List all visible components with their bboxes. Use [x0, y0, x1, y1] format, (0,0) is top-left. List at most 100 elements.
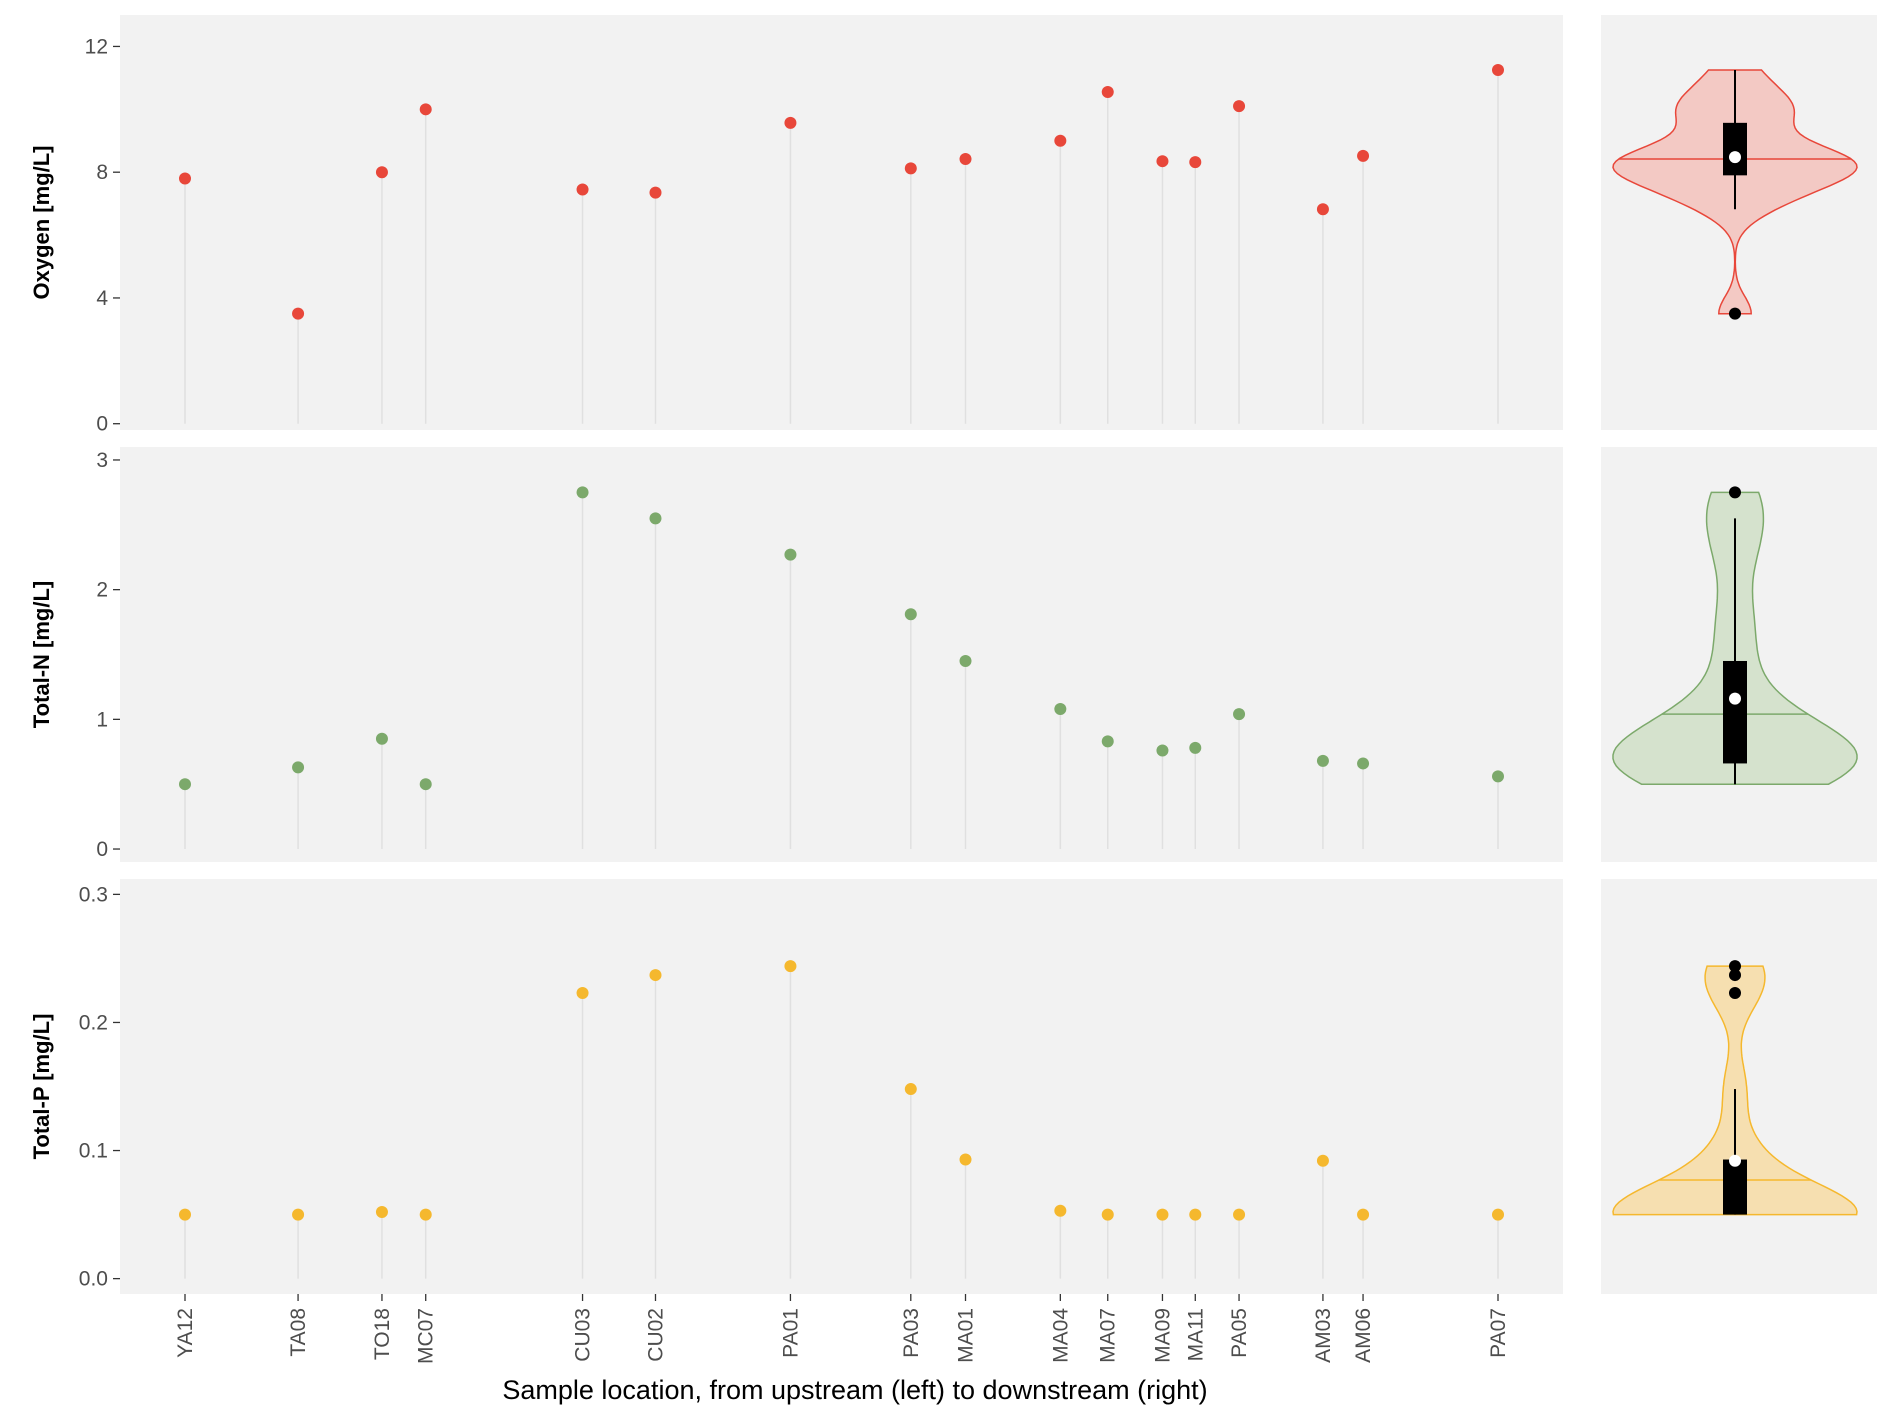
point-total-p-pa03 — [904, 1083, 917, 1096]
point-total-n-pa05 — [1233, 708, 1246, 721]
point-total-p-ma11 — [1189, 1208, 1202, 1221]
point-total-n-pa07 — [1492, 770, 1504, 783]
violin-panels — [1601, 15, 1877, 1294]
box-total-n — [1723, 660, 1747, 764]
panel-total-n — [120, 447, 1563, 862]
y-tick-label-total-n: 1 — [96, 708, 108, 731]
point-oxygen-ma11 — [1189, 156, 1202, 169]
x-tick-label-pa01: PA01 — [779, 1308, 802, 1358]
point-total-p-ma04 — [1054, 1204, 1067, 1217]
point-oxygen-am03 — [1316, 203, 1329, 216]
point-total-n-ya12 — [179, 778, 191, 791]
outlier-oxygen — [1729, 307, 1741, 320]
point-oxygen-to18 — [375, 166, 388, 179]
point-oxygen-ma01 — [959, 152, 972, 165]
y-tick-label-total-n: 0 — [96, 838, 108, 861]
y-axis-title-oxygen: Oxygen [mg/L] — [29, 145, 54, 299]
point-total-p-ma07 — [1101, 1208, 1114, 1221]
point-total-p-ya12 — [179, 1208, 191, 1221]
mean-point-total-p — [1729, 1154, 1741, 1167]
x-tick-label-pa05: PA05 — [1228, 1308, 1251, 1358]
mean-point-oxygen — [1729, 151, 1741, 164]
point-total-p-ma09 — [1156, 1208, 1169, 1221]
point-total-p-am03 — [1316, 1154, 1329, 1167]
outlier-total-n — [1729, 486, 1741, 499]
x-tick-label-pa03: PA03 — [900, 1308, 923, 1358]
point-total-p-ma01 — [959, 1153, 972, 1166]
point-oxygen-cu02 — [649, 186, 662, 199]
outlier-total-p — [1729, 986, 1741, 999]
point-oxygen-cu03 — [576, 183, 589, 196]
point-total-p-cu02 — [649, 969, 662, 982]
point-total-p-cu03 — [576, 986, 589, 999]
box-oxygen — [1723, 122, 1747, 176]
x-tick-label-mc07: MC07 — [415, 1308, 438, 1364]
point-total-n-ma11 — [1189, 741, 1202, 754]
x-tick-label-pa07: PA07 — [1487, 1308, 1510, 1358]
point-oxygen-ma04 — [1054, 134, 1067, 147]
y-axis-title-total-p: Total-P [mg/L] — [29, 1014, 54, 1160]
y-tick-label-oxygen: 8 — [96, 161, 108, 184]
point-total-p-pa01 — [784, 960, 797, 973]
point-total-p-to18 — [375, 1206, 388, 1219]
y-tick-label-oxygen: 12 — [85, 35, 108, 58]
point-total-p-pa07 — [1492, 1208, 1504, 1221]
point-total-p-am06 — [1357, 1208, 1370, 1221]
y-axis-title-total-n: Total-N [mg/L] — [29, 581, 54, 728]
point-total-n-ma07 — [1101, 735, 1114, 748]
point-total-n-cu03 — [576, 486, 589, 499]
point-oxygen-ya12 — [179, 172, 191, 185]
point-oxygen-ta08 — [292, 307, 305, 320]
point-total-n-ma09 — [1156, 744, 1169, 757]
x-axis: YA12 TA08 TO18 MC07 CU03 CU02 PA01 PA03 MA01 MA04… — [174, 1294, 1510, 1364]
point-total-n-pa03 — [904, 608, 917, 621]
x-tick-label-ma04: MA04 — [1049, 1308, 1072, 1363]
point-oxygen-mc07 — [419, 103, 432, 116]
y-tick-label-oxygen: 4 — [96, 287, 108, 310]
x-tick-label-am06: AM06 — [1352, 1308, 1375, 1363]
point-oxygen-ma09 — [1156, 155, 1169, 168]
point-total-n-am03 — [1316, 754, 1329, 767]
x-tick-label-ma11: MA11 — [1184, 1308, 1207, 1361]
outlier-total-p — [1729, 960, 1741, 973]
outlier-total-p — [1729, 969, 1741, 982]
x-tick-label-ma09: MA09 — [1151, 1308, 1174, 1363]
point-total-p-pa05 — [1233, 1208, 1246, 1221]
y-tick-label-oxygen: 0 — [96, 413, 108, 436]
x-tick-label-cu02: CU02 — [644, 1308, 667, 1362]
point-total-n-pa01 — [784, 548, 797, 561]
x-tick-label-to18: TO18 — [371, 1308, 394, 1360]
y-tick-label-total-n: 2 — [96, 579, 108, 602]
x-axis-title: Sample location, from upstream (left) to… — [502, 1375, 1207, 1405]
x-tick-label-ma07: MA07 — [1097, 1308, 1120, 1363]
point-total-n-to18 — [375, 732, 388, 745]
x-tick-label-ya12: YA12 — [174, 1308, 197, 1358]
y-tick-label-total-p: 0.3 — [79, 883, 108, 906]
point-total-n-ma01 — [959, 654, 972, 667]
point-oxygen-am06 — [1357, 149, 1370, 162]
point-oxygen-pa03 — [904, 162, 917, 175]
x-tick-label-ta08: TA08 — [287, 1308, 310, 1357]
point-total-n-cu02 — [649, 512, 662, 525]
point-total-n-ta08 — [292, 761, 305, 774]
point-total-p-ta08 — [292, 1208, 305, 1221]
point-oxygen-ma07 — [1101, 86, 1114, 99]
point-oxygen-pa05 — [1233, 100, 1246, 113]
y-tick-label-total-p: 0.1 — [79, 1140, 108, 1163]
x-tick-label-ma01: MA01 — [955, 1308, 978, 1363]
point-total-n-mc07 — [419, 778, 432, 791]
panel-oxygen — [120, 15, 1563, 430]
point-total-p-mc07 — [419, 1208, 432, 1221]
y-tick-label-total-p: 0.2 — [79, 1011, 108, 1034]
x-tick-label-cu03: CU03 — [572, 1308, 595, 1362]
point-oxygen-pa07 — [1492, 64, 1504, 77]
x-tick-label-am03: AM03 — [1312, 1308, 1335, 1363]
y-tick-label-total-p: 0.0 — [79, 1268, 108, 1291]
y-tick-label-total-n: 3 — [96, 449, 108, 472]
point-oxygen-pa01 — [784, 116, 797, 129]
point-total-n-ma04 — [1054, 702, 1067, 715]
point-total-n-am06 — [1357, 757, 1370, 770]
mean-point-total-n — [1729, 692, 1741, 705]
